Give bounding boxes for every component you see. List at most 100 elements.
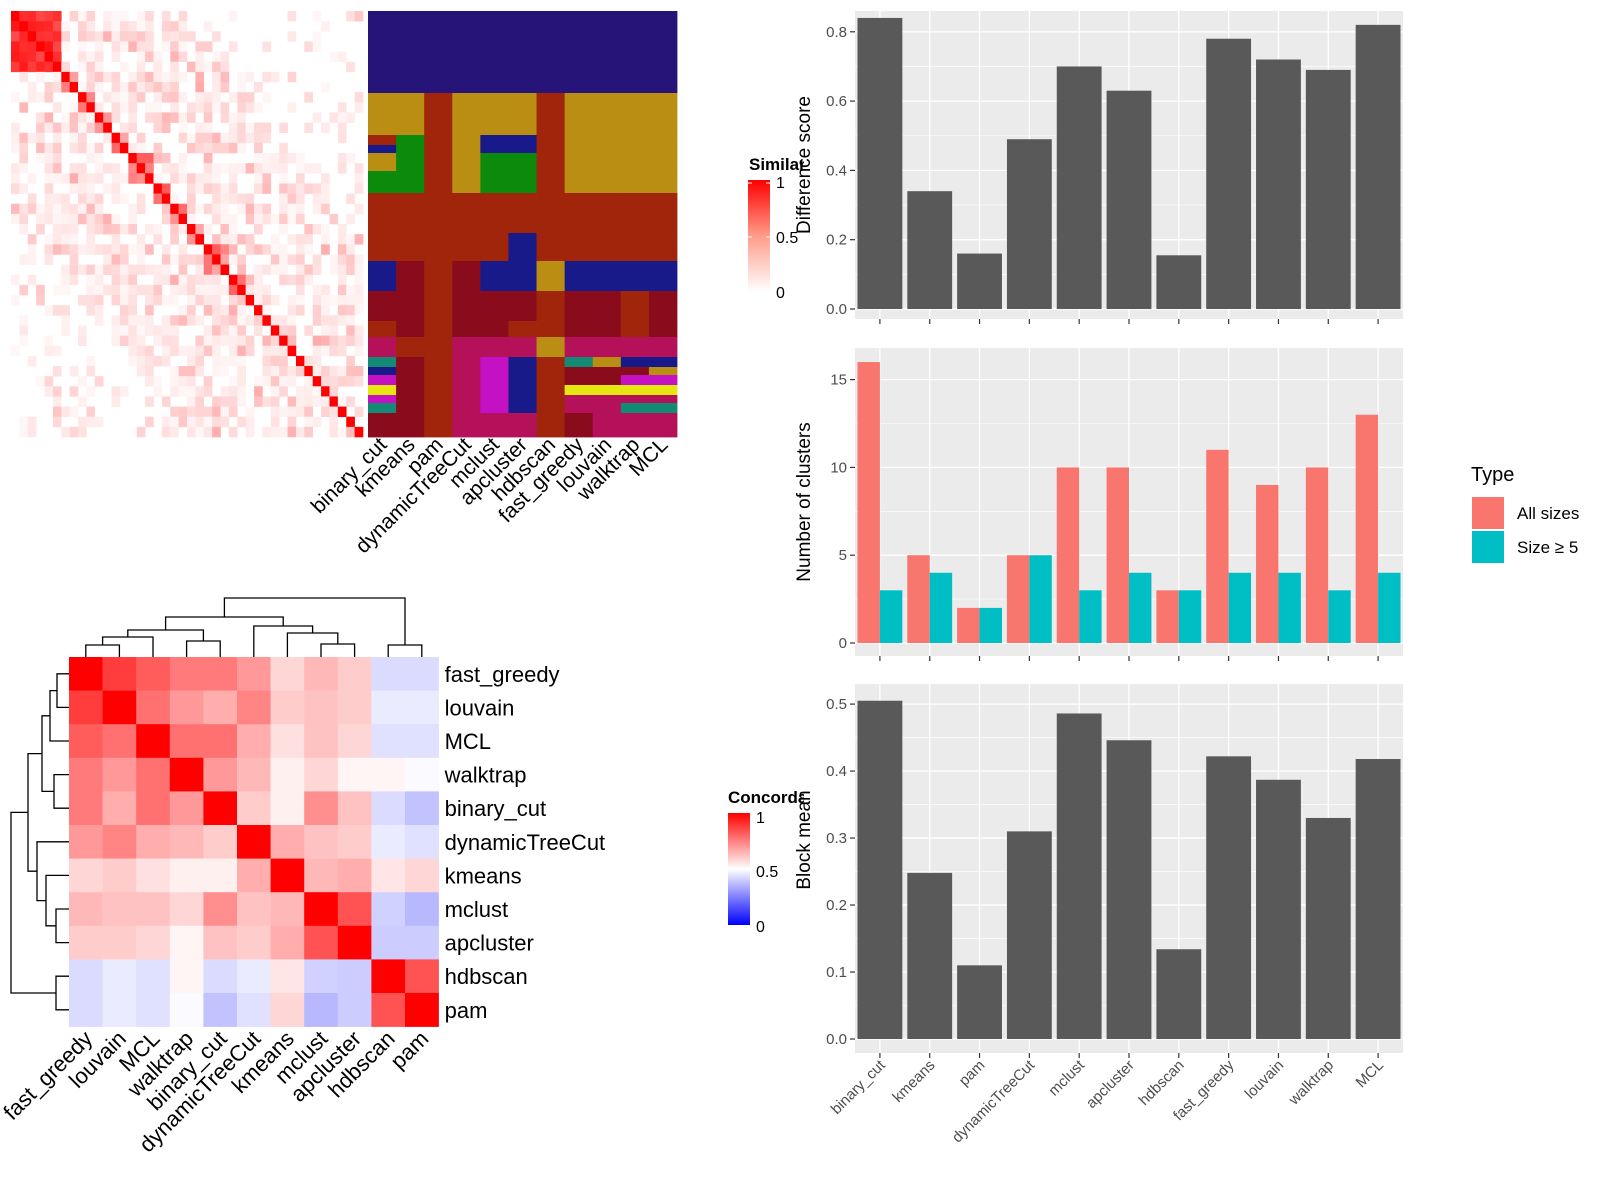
similarity-cell bbox=[220, 82, 230, 93]
similarity-cell bbox=[321, 224, 330, 235]
assignment-cell bbox=[508, 93, 537, 106]
similarity-cell bbox=[86, 71, 96, 83]
similarity-cell bbox=[212, 82, 221, 93]
similarity-cell bbox=[69, 203, 79, 215]
concordance-cell bbox=[405, 657, 439, 691]
similarity-cell bbox=[178, 224, 188, 235]
assignment-cell bbox=[620, 105, 650, 136]
similarity-cell bbox=[178, 21, 188, 32]
similarity-cell bbox=[128, 325, 138, 336]
similarity-cell bbox=[287, 274, 297, 286]
similarity-cell bbox=[11, 142, 20, 154]
concordance-cell bbox=[237, 925, 271, 960]
similarity-cell bbox=[170, 295, 179, 306]
similarity-cell bbox=[52, 142, 62, 154]
concordance-cell bbox=[203, 791, 238, 826]
similarity-cell bbox=[19, 11, 29, 22]
similarity-cell bbox=[136, 234, 146, 245]
concordance-cell bbox=[136, 993, 171, 1027]
similarity-cell bbox=[329, 345, 339, 357]
similarity-cell bbox=[329, 396, 339, 407]
similarity-cell bbox=[27, 41, 37, 52]
similarity-cell bbox=[195, 295, 205, 306]
similarity-cell bbox=[52, 132, 62, 144]
concordance-cell bbox=[136, 959, 171, 994]
difference-bar bbox=[1156, 255, 1202, 309]
y-tick-label: 10 bbox=[830, 459, 847, 476]
similarity-cell bbox=[212, 203, 221, 215]
assignment-cell bbox=[396, 145, 425, 154]
similarity-cell bbox=[78, 142, 87, 154]
assignment-cell bbox=[536, 145, 566, 154]
concordance-cell bbox=[304, 925, 339, 960]
concordance-legend: Concordance 1 0.5 0 bbox=[728, 788, 804, 936]
similarity-cell bbox=[119, 173, 129, 184]
similarity-cell bbox=[86, 386, 96, 397]
concordance-cell bbox=[203, 959, 238, 994]
similarity-cell bbox=[321, 295, 330, 306]
similarity-cell bbox=[212, 173, 221, 184]
similarity-cell bbox=[119, 11, 129, 22]
similarity-cell bbox=[354, 183, 364, 194]
similarity-cell bbox=[295, 274, 305, 286]
assignment-cell bbox=[480, 395, 509, 404]
y-tick-label: 0.1 bbox=[826, 964, 847, 981]
assignment-cell bbox=[592, 193, 622, 234]
similarity-cell bbox=[212, 132, 221, 144]
similarity-cell bbox=[346, 355, 355, 367]
similarity-cell bbox=[337, 132, 347, 144]
similarity-cell bbox=[195, 41, 205, 52]
similarity-cell bbox=[44, 82, 54, 93]
similarity-cell bbox=[69, 254, 79, 265]
assignment-cell bbox=[452, 337, 481, 358]
x-tick-label: kmeans bbox=[889, 1057, 938, 1106]
assignment-cell bbox=[452, 11, 481, 94]
similarity-cell bbox=[145, 264, 154, 276]
similarity-cell bbox=[237, 82, 246, 93]
similarity-cell bbox=[287, 325, 297, 336]
similarity-cell bbox=[203, 112, 213, 123]
similarity-cell bbox=[111, 264, 121, 276]
block-mean-bar bbox=[857, 700, 903, 1039]
similarity-cell bbox=[61, 274, 70, 286]
similarity-cell bbox=[61, 244, 70, 255]
assignment-cell bbox=[452, 321, 481, 338]
similarity-cell bbox=[136, 284, 146, 296]
similarity-cell bbox=[111, 193, 121, 205]
similarity-cell bbox=[61, 305, 70, 316]
similarity-cell bbox=[52, 41, 62, 52]
similarity-cell bbox=[287, 416, 297, 428]
similarity-cell bbox=[254, 213, 263, 225]
assignment-cell bbox=[648, 413, 678, 438]
similarity-cell bbox=[237, 345, 246, 357]
assignment-cell bbox=[592, 385, 622, 396]
concordance-cell bbox=[304, 757, 339, 792]
assignment-cell bbox=[452, 193, 481, 234]
similarity-cell bbox=[228, 122, 238, 134]
similarity-cell bbox=[128, 335, 138, 347]
similarity-cell bbox=[270, 355, 280, 367]
similarity-cell bbox=[153, 183, 163, 194]
concordance-cell bbox=[237, 757, 271, 792]
similarity-cell bbox=[287, 31, 297, 42]
similarity-cell bbox=[212, 416, 221, 428]
similarity-cell bbox=[228, 92, 238, 103]
similarity-cell bbox=[237, 325, 246, 336]
similarity-cell bbox=[94, 264, 104, 276]
similarity-cell bbox=[19, 142, 29, 154]
similarity-cell bbox=[304, 183, 314, 194]
similarity-cell bbox=[27, 92, 37, 103]
similarity-cell bbox=[94, 224, 104, 235]
similarity-cell bbox=[27, 234, 37, 245]
assignment-cell bbox=[564, 367, 594, 376]
similarity-cell bbox=[94, 51, 104, 63]
similarity-cell bbox=[36, 295, 45, 306]
assignment-cell bbox=[592, 395, 622, 404]
concordance-row-label: dynamicTreeCut bbox=[445, 830, 606, 855]
all-sizes-bar bbox=[1206, 449, 1229, 643]
assignment-cell bbox=[452, 93, 481, 106]
similarity-cell bbox=[270, 426, 280, 438]
similarity-cell bbox=[69, 112, 79, 123]
assignment-cell bbox=[648, 11, 678, 94]
similarity-cell bbox=[44, 153, 54, 164]
